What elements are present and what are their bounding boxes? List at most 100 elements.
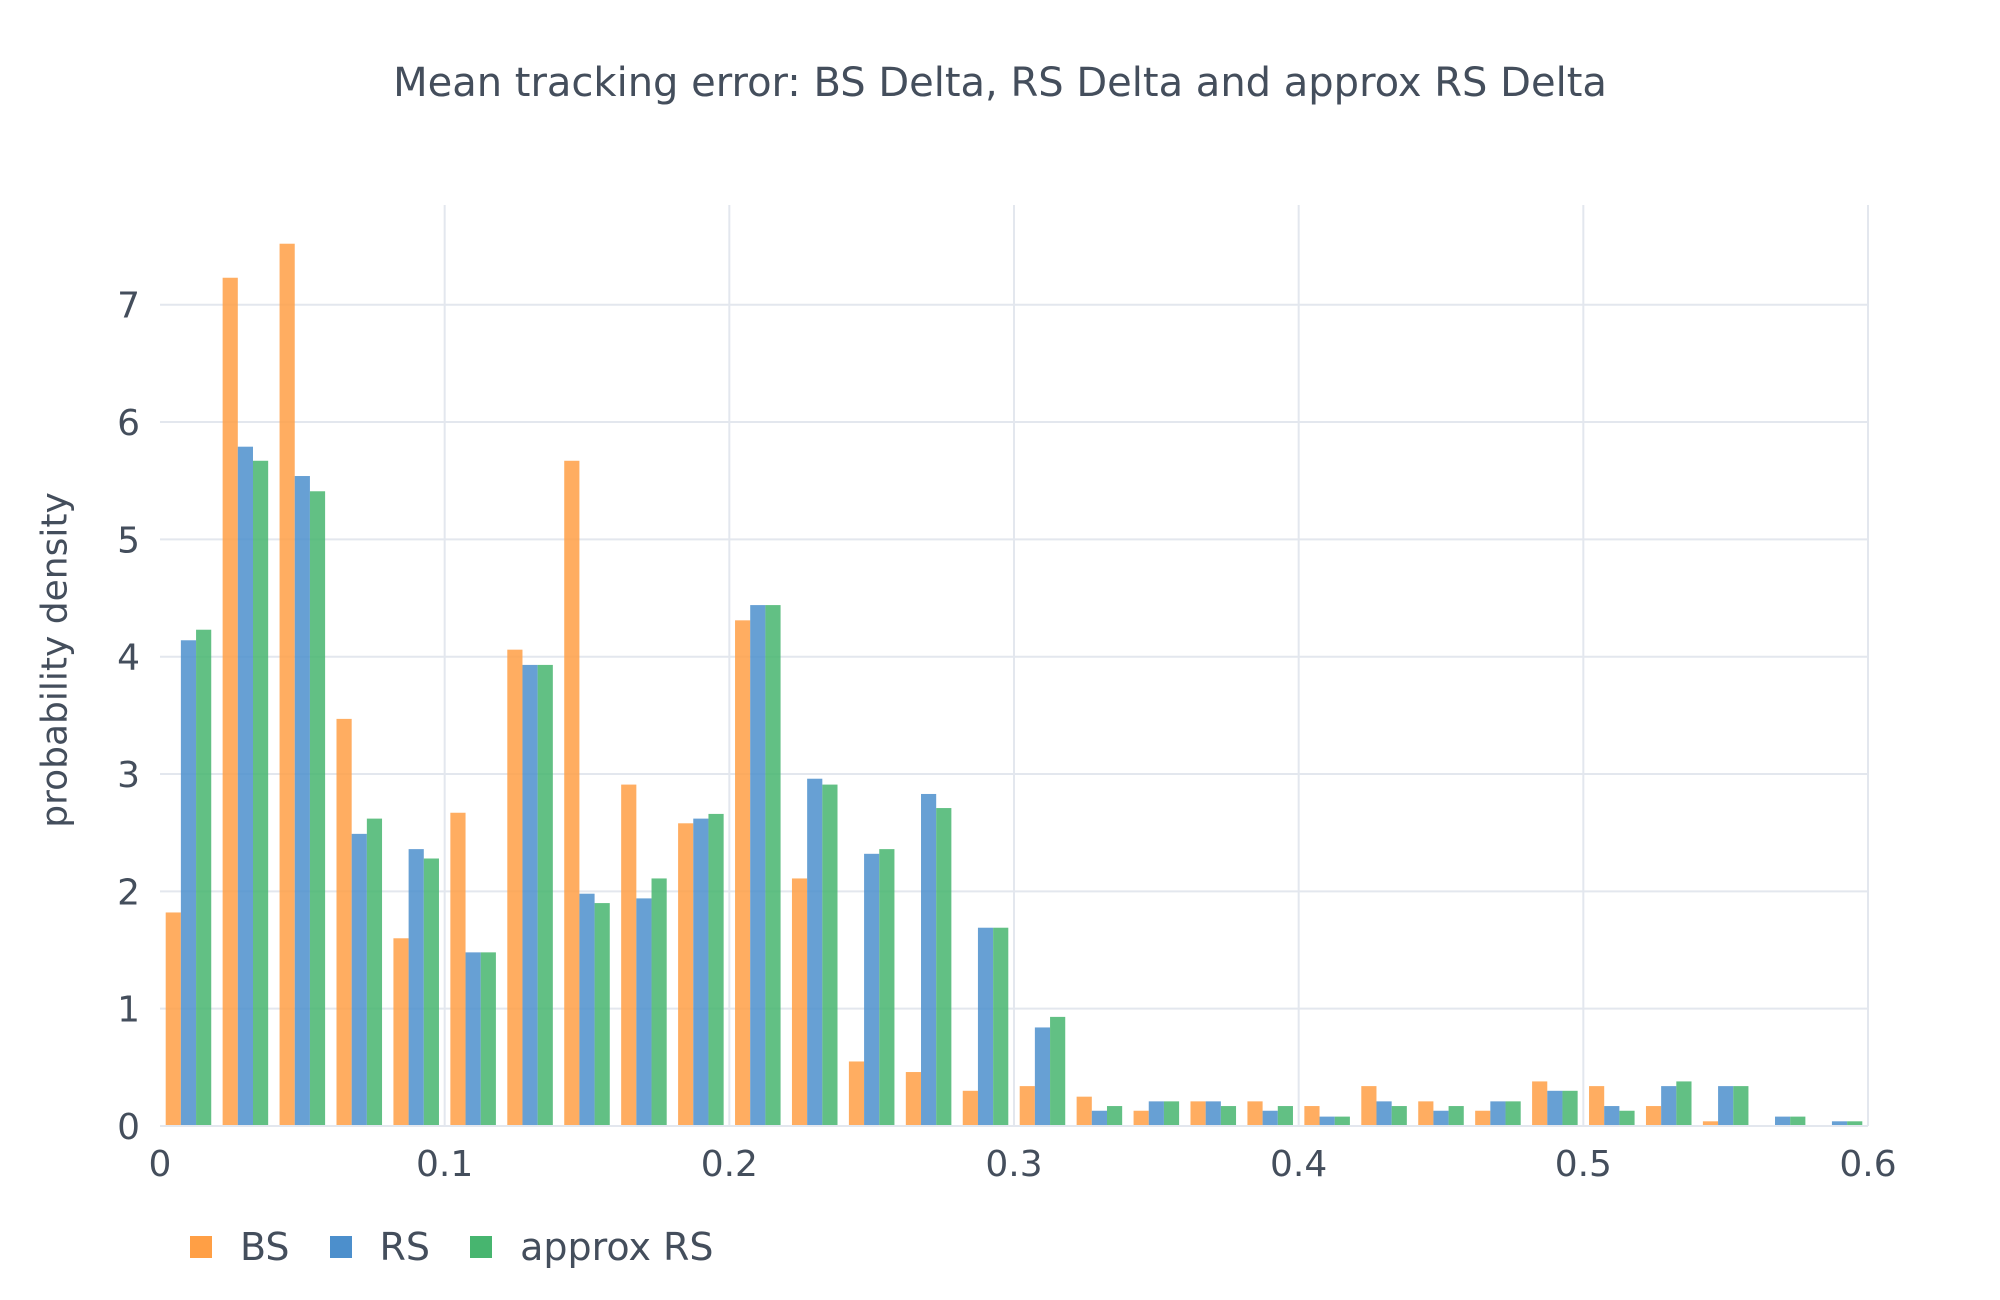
bar-bs [450,812,466,1126]
bar-rs [1775,1116,1791,1126]
legend-swatch-bs [190,1236,212,1258]
bar-bs [905,1072,922,1126]
bar-approx-rs [252,460,269,1126]
legend-swatch-approx-rs [470,1236,493,1258]
bar-bs [165,912,181,1126]
legend-item-rs[interactable]: RS [329,1225,431,1269]
bar-bs [1589,1086,1605,1126]
bar-bs [1190,1101,1206,1126]
bar-bs [621,784,637,1126]
bar-bs [336,718,352,1126]
bar-approx-rs [1050,1016,1066,1126]
bar-rs [1490,1101,1506,1126]
bar-bs [1702,1121,1719,1126]
bar-bs [1645,1106,1662,1126]
bar-rs [977,927,994,1126]
bar-approx-rs [309,491,326,1127]
bar-rs [693,818,709,1126]
bar-bs [848,1061,865,1126]
bar-bs [1475,1110,1491,1126]
y-tick-label: 5 [117,520,140,561]
legend-item-bs[interactable]: BS [190,1225,290,1269]
bar-bs [1418,1101,1434,1126]
bar-approx-rs [537,664,553,1126]
x-tick-label: 0.1 [416,1144,473,1185]
legend-swatch-rs [329,1236,352,1258]
bar-rs [807,778,823,1126]
bar-approx-rs [366,818,383,1126]
bar-approx-rs [1562,1090,1578,1126]
bar-approx-rs [1847,1121,1863,1126]
legend-label-approx-rs: approx RS [520,1225,714,1269]
bar-bs [1076,1096,1092,1126]
bar-bs [507,649,523,1126]
bar-approx-rs [765,605,781,1126]
bar-bs [1133,1110,1149,1126]
bar-approx-rs [1676,1081,1692,1126]
bar-rs [1547,1090,1563,1126]
y-tick-label: 3 [117,755,140,796]
bar-rs [1319,1116,1335,1126]
bar-approx-rs [1277,1106,1293,1126]
bar-bs [222,277,238,1126]
legend-item-approx-rs[interactable]: approx RS [470,1225,714,1269]
bar-rs [351,833,367,1126]
bar-approx-rs [196,629,212,1126]
bar-bs [1247,1101,1263,1126]
bar-approx-rs [1163,1101,1180,1126]
bar-bs [393,938,409,1126]
chart-title: Mean tracking error: BS Delta, RS Delta … [393,60,1607,106]
bar-approx-rs [1790,1116,1806,1126]
legend: BS RS approx RS [190,1225,754,1269]
x-tick-label: 0 [149,1144,172,1185]
y-tick-label: 2 [117,872,140,913]
bar-bs [564,460,580,1126]
bar-approx-rs [1619,1110,1635,1126]
bar-rs [237,446,253,1126]
x-tick-label: 0.6 [1839,1144,1896,1185]
bar-rs [1433,1110,1449,1126]
bar-rs [636,898,652,1126]
y-tick-label: 0 [117,1107,140,1148]
bar-approx-rs [1733,1086,1749,1126]
bar-approx-rs [936,808,952,1126]
bar-approx-rs [1391,1106,1407,1126]
bar-rs [921,793,937,1126]
legend-label-bs: BS [240,1225,290,1269]
bar-approx-rs [651,878,667,1126]
bar-bs [1019,1086,1035,1126]
bar-bs [1361,1086,1377,1126]
bar-rs [1376,1101,1392,1126]
bar-rs [750,605,766,1126]
bar-rs [522,664,538,1126]
x-tick-label: 0.5 [1555,1144,1612,1185]
bar-rs [1205,1101,1221,1126]
y-tick-label: 6 [117,403,140,444]
bar-bs [791,878,808,1126]
x-tick-label: 0.4 [1270,1144,1327,1185]
bar-rs [1262,1110,1278,1126]
bar-approx-rs [1106,1106,1123,1126]
bar-rs [180,640,197,1126]
bar-approx-rs [1505,1101,1521,1126]
bar-approx-rs [480,952,496,1126]
y-tick-label: 1 [117,990,140,1031]
bar-rs [408,849,424,1126]
y-tick-label: 7 [117,286,140,327]
bar-approx-rs [993,927,1009,1126]
bar-approx-rs [708,813,724,1126]
bar-rs [1034,1027,1051,1126]
bar-rs [1091,1110,1107,1126]
bar-approx-rs [1220,1106,1237,1126]
bar-approx-rs [594,903,610,1126]
legend-label-rs: RS [379,1225,431,1269]
bar-bs [1304,1106,1320,1126]
bar-rs [1831,1121,1848,1126]
bar-approx-rs [822,784,838,1126]
y-tick-label: 4 [117,638,140,679]
bar-rs [465,952,481,1126]
x-tick-label: 0.3 [985,1144,1042,1185]
bar-approx-rs [1448,1106,1464,1126]
